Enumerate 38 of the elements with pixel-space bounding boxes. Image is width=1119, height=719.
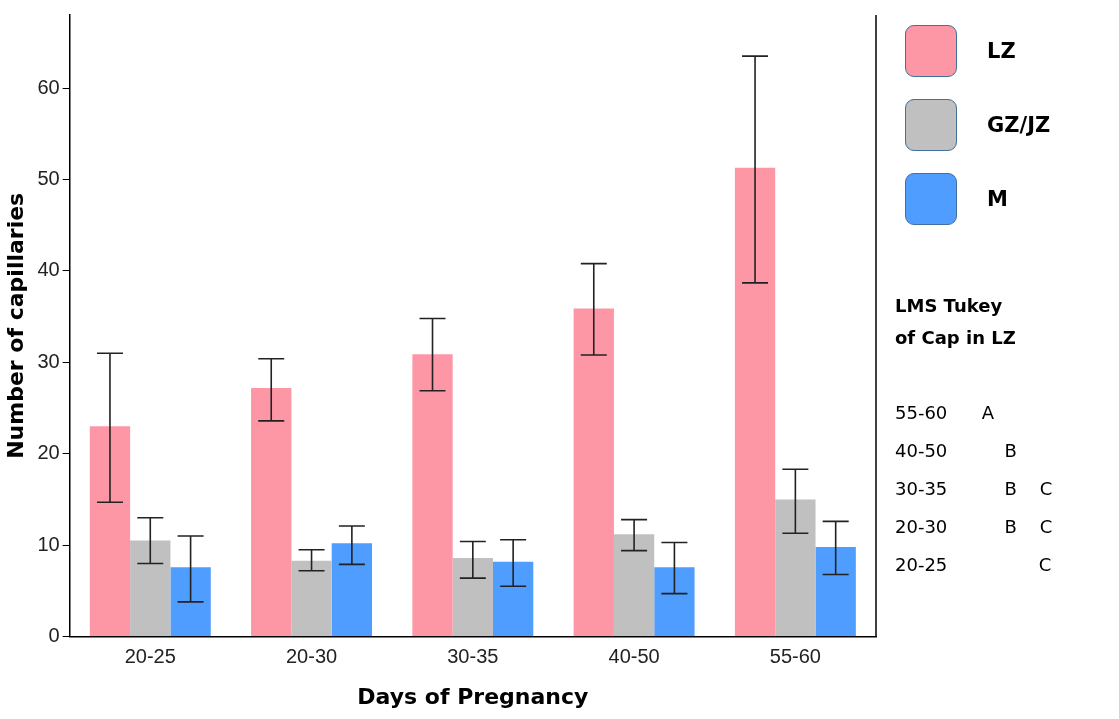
text: 40-50 B [895, 439, 1018, 463]
bar [291, 560, 332, 637]
bar [89, 426, 131, 637]
text: M [987, 187, 1008, 211]
bar [130, 540, 171, 637]
bar [452, 557, 493, 637]
text: GZ/JZ [987, 113, 1051, 137]
text: 55-60 A [895, 401, 995, 425]
bar [492, 561, 534, 637]
text: LZ [987, 39, 1016, 63]
y-tick-label: 20 [37, 441, 60, 464]
bar [573, 308, 614, 637]
y-tick-label: 10 [37, 532, 60, 555]
x-tick-label: 30-35 [447, 645, 499, 668]
x-tick-label: 20-25 [124, 645, 176, 668]
bar [170, 567, 211, 637]
x-tick-label: 40-50 [608, 645, 660, 668]
bar [613, 534, 655, 637]
y-tick-label: 40 [37, 258, 60, 281]
bar [815, 547, 856, 637]
x-tick-label: 55-60 [769, 645, 821, 668]
text: 20-25 C [895, 553, 1053, 577]
y-axis-title: Number of capillaries [2, 192, 28, 459]
bar [412, 354, 453, 637]
bar [775, 499, 816, 637]
text: 20-30 B C [895, 515, 1054, 539]
y-tick-label: 60 [37, 75, 60, 98]
text: 30-35 B C [895, 477, 1054, 501]
y-tick-label: 30 [37, 349, 60, 372]
x-axis-title: Days of Pregnancy [357, 683, 589, 709]
bar [331, 543, 373, 637]
x-tick-label: 20-30 [285, 645, 338, 668]
text: LMS Tukey of Cap in LZ [895, 294, 1017, 350]
bar [734, 167, 776, 637]
y-tick-label: 50 [37, 167, 60, 190]
y-tick-label: 0 [48, 624, 60, 647]
bar [251, 387, 292, 637]
bar [654, 567, 695, 637]
